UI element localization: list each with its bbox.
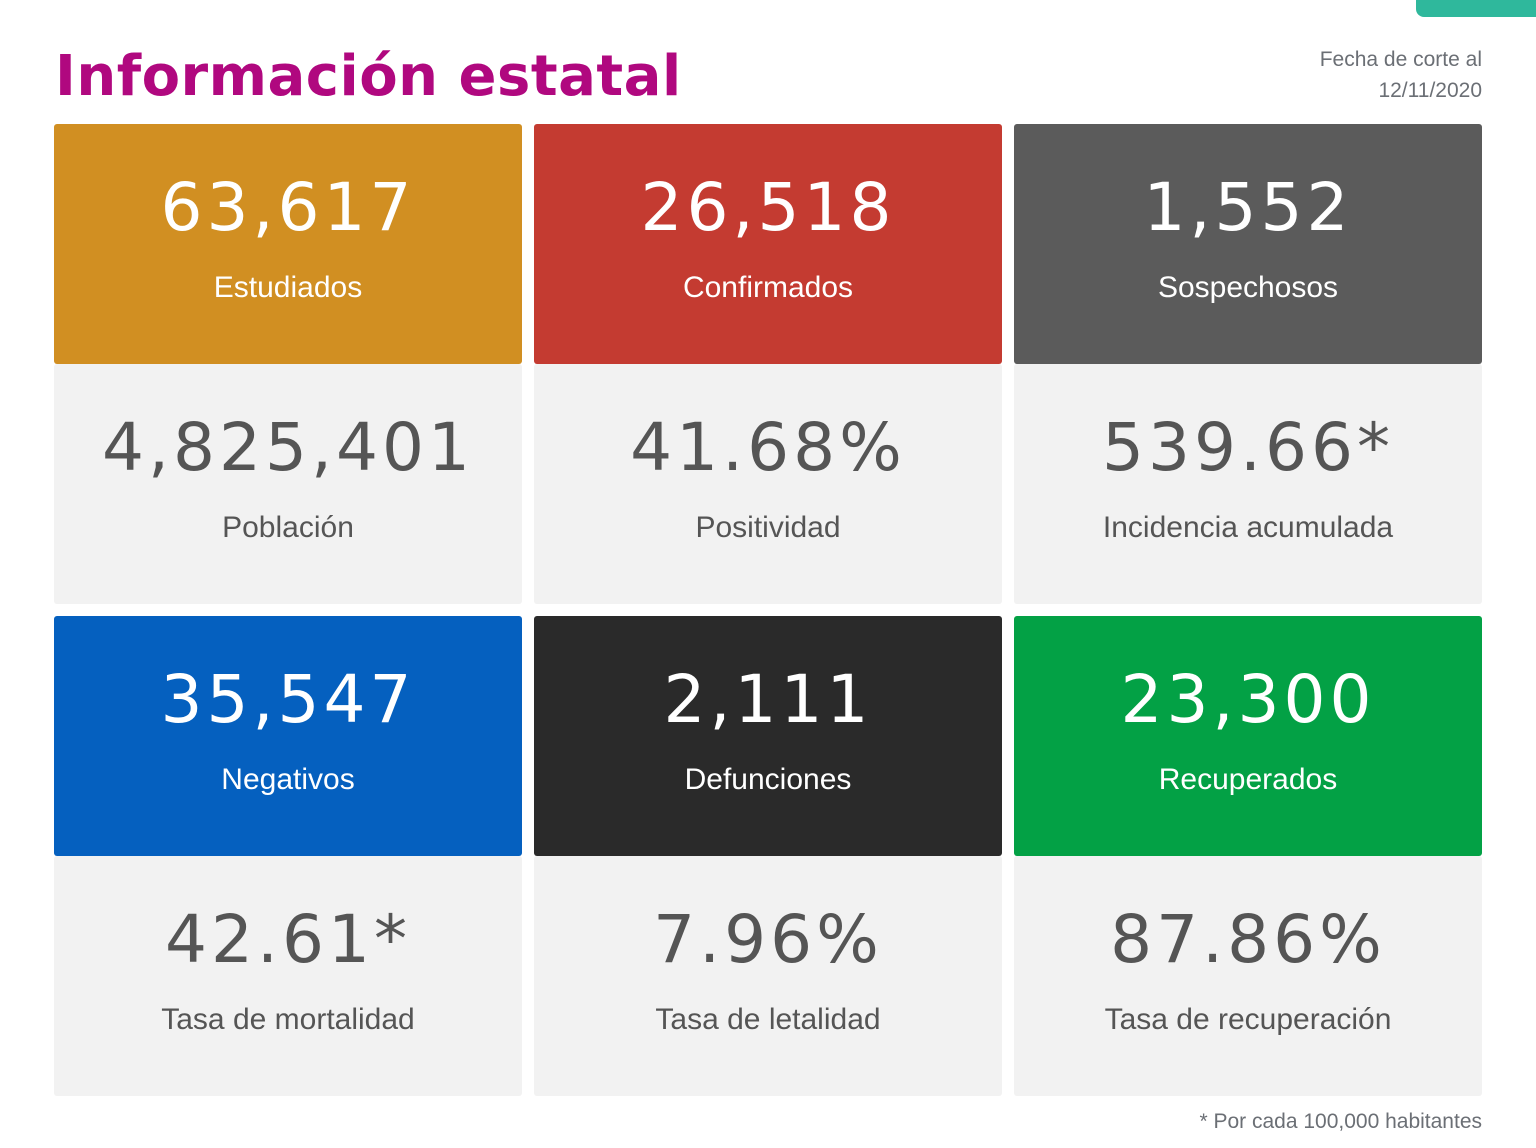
stat-value: 35,547 [160,661,416,738]
stat-value: 7.96% [653,901,883,978]
stat-card-tasa-de-mortalidad: 42.61* Tasa de mortalidad [54,856,522,1096]
stat-card-tasa-de-letalidad: 7.96% Tasa de letalidad [534,856,1002,1096]
stat-value: 41.68% [630,409,906,486]
stat-card-incidencia-acumulada: 539.66* Incidencia acumulada [1014,364,1482,604]
stat-value: 539.66* [1102,409,1394,486]
stat-label: Tasa de mortalidad [161,1003,415,1036]
stat-card-recuperados: 23,300 Recuperados [1014,616,1482,856]
stat-label: Incidencia acumulada [1102,511,1394,544]
stat-value: 26,518 [640,169,896,246]
stat-value: 23,300 [1120,661,1376,738]
date-value: 12/11/2020 [1378,79,1482,102]
page-title: Información estatal [55,44,682,109]
stat-value: 2,111 [663,661,873,738]
stat-label: Tasa de letalidad [655,1003,881,1036]
stat-card-negativos: 35,547 Negativos [54,616,522,856]
top-tab[interactable] [1416,0,1536,17]
footnote: * Por cada 100,000 habitantes [1199,1110,1482,1133]
stat-label: Defunciones [684,763,852,796]
stat-card-estudiados: 63,617 Estudiados [54,124,522,364]
stat-label: Población [222,511,354,544]
stat-card-poblaci-n: 4,825,401 Población [54,364,522,604]
stats-grid: 63,617 Estudiados 26,518 Confirmados 1,552 So… [54,124,1482,1096]
stat-label: Positividad [695,511,841,544]
stat-label: Confirmados [682,271,854,304]
stat-label: Negativos [221,763,355,796]
stat-label: Tasa de recuperación [1104,1003,1392,1036]
stat-card-sospechosos: 1,552 Sospechosos [1014,124,1482,364]
stat-card-positividad: 41.68% Positividad [534,364,1002,604]
stat-label: Estudiados [213,271,363,304]
stat-card-confirmados: 26,518 Confirmados [534,124,1002,364]
stat-value: 63,617 [160,169,416,246]
cutoff-date: Fecha de corte al 12/11/2020 [1320,44,1482,106]
date-label: Fecha de corte al [1319,48,1482,71]
stat-value: 4,825,401 [102,409,474,486]
stat-label: Recuperados [1158,763,1338,796]
stat-value: 1,552 [1143,169,1353,246]
stat-value: 42.61* [165,901,411,978]
stat-card-tasa-de-recuperaci-n: 87.86% Tasa de recuperación [1014,856,1482,1096]
stat-card-defunciones: 2,111 Defunciones [534,616,1002,856]
stat-label: Sospechosos [1157,271,1339,304]
stat-value: 87.86% [1110,901,1386,978]
